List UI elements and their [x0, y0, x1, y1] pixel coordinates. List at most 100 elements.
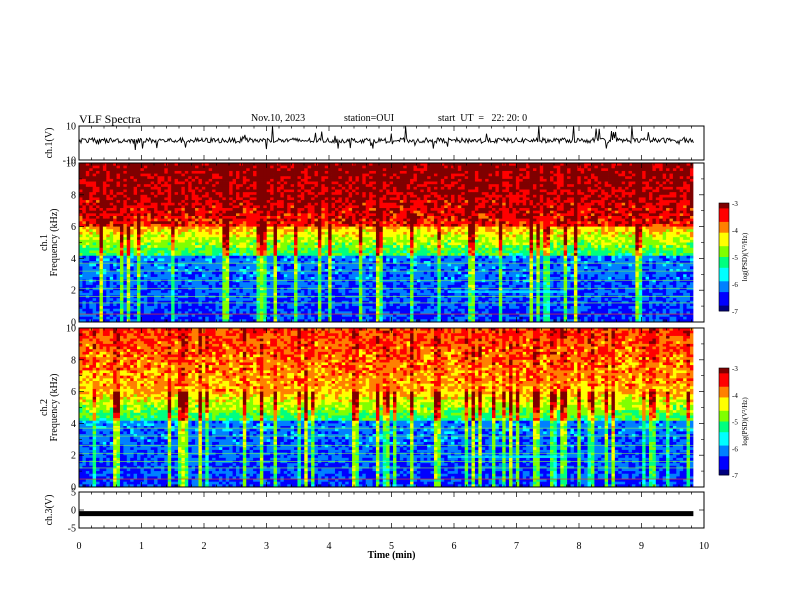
- spectrogram-cell: [597, 229, 602, 233]
- spectrogram-cell: [666, 226, 670, 230]
- spectrogram-cell: [471, 221, 476, 225]
- spectrogram-cell: [662, 168, 667, 172]
- spectrogram-cell: [109, 231, 114, 235]
- spectrogram-cell: [580, 184, 585, 188]
- spectrogram-cell: [222, 170, 227, 174]
- spectrogram-cell: [259, 189, 264, 193]
- spectrogram-cell: [89, 170, 94, 174]
- spectrogram-cell: [102, 186, 107, 190]
- spectrogram-cell: [236, 210, 240, 214]
- spectrogram-cell: [649, 178, 653, 182]
- spectrogram-cell: [464, 210, 469, 214]
- spectrogram-cell: [468, 168, 472, 172]
- spectrogram-cell: [253, 163, 257, 167]
- spectrogram-cell: [352, 229, 356, 233]
- spectrogram-cell: [79, 197, 83, 201]
- spectrogram-cell: [102, 173, 107, 177]
- spectrogram-cell: [526, 170, 530, 174]
- spectrogram-cell: [498, 200, 503, 204]
- spectrogram-cell: [338, 173, 343, 177]
- spectrogram-cell: [433, 184, 438, 188]
- spectrogram-cell: [447, 208, 452, 212]
- spectrogram-cell: [464, 221, 469, 225]
- spectrogram-cell: [652, 223, 657, 227]
- spectrogram-cell: [625, 226, 629, 230]
- spectrogram-cell: [505, 197, 510, 201]
- spectrogram-cell: [365, 213, 370, 217]
- spectrogram-cell: [635, 194, 640, 198]
- spectrogram-cell: [222, 184, 227, 188]
- spectrogram-cell: [307, 208, 312, 212]
- spectrogram-cell: [215, 176, 220, 180]
- spectrogram-cell: [140, 210, 145, 214]
- spectrogram-cell: [570, 194, 575, 198]
- spectrogram-cell: [184, 178, 189, 182]
- spectrogram-cell: [481, 226, 486, 230]
- spectrogram-cell: [505, 163, 510, 167]
- spectrogram-cell: [608, 226, 612, 230]
- spectrogram-cell: [410, 202, 414, 206]
- spectrogram-cell: [393, 178, 397, 182]
- spectrogram-cell: [573, 197, 578, 201]
- spectrogram-cell: [635, 176, 640, 180]
- spectrogram-cell: [645, 181, 650, 185]
- spectrogram-cell: [99, 221, 104, 225]
- spectrogram-cell: [147, 197, 152, 201]
- spectrogram-cell: [437, 178, 442, 182]
- spectrogram-cell: [683, 178, 687, 182]
- spectrogram-cell: [573, 178, 578, 182]
- spectrogram-cell: [280, 221, 285, 225]
- spectrogram-cell: [79, 168, 83, 172]
- spectrogram-cell: [212, 189, 216, 193]
- spectrogram-cell: [396, 168, 401, 172]
- spectrogram-cell: [628, 210, 633, 214]
- spectrogram-cell: [208, 223, 213, 227]
- spectrogram-cell: [195, 163, 199, 167]
- spectrogram-cell: [502, 170, 507, 174]
- spectrogram-cell: [689, 213, 694, 217]
- spectrogram-cell: [334, 213, 339, 217]
- spectrogram-cell: [502, 186, 507, 190]
- spectrogram-cell: [410, 226, 414, 230]
- spectrogram-cell: [92, 213, 97, 217]
- spectrogram-cell: [362, 170, 367, 174]
- spectrogram-cell: [621, 200, 626, 204]
- spectrogram-cell: [427, 202, 431, 206]
- spectrogram-cell: [618, 178, 623, 182]
- spectrogram-cell: [601, 194, 606, 198]
- spectrogram-cell: [358, 192, 363, 196]
- spectrogram-cell: [177, 189, 182, 193]
- spectrogram-cell: [420, 216, 425, 220]
- spectrogram-cell: [362, 178, 367, 182]
- spectrogram-cell: [573, 186, 578, 190]
- spectrogram-cell: [358, 170, 363, 174]
- spectrogram-cell: [406, 168, 411, 172]
- spectrogram-cell: [290, 218, 295, 222]
- spectrogram-cell: [328, 216, 332, 220]
- spectrogram-cell: [567, 216, 571, 220]
- spectrogram-cell: [236, 192, 240, 196]
- spectrogram-cell: [109, 176, 114, 180]
- spectrogram-cell: [416, 223, 421, 227]
- spectrogram-cell: [273, 210, 278, 214]
- spectrogram-cell: [348, 186, 353, 190]
- spectrogram-cell: [601, 186, 606, 190]
- spectrogram-cell: [464, 189, 469, 193]
- spectrogram-cell: [546, 165, 551, 169]
- spectrogram-cell: [113, 226, 117, 230]
- spectrogram-cell: [410, 223, 414, 227]
- spectrogram-cell: [259, 186, 264, 190]
- spectrogram-cell: [498, 208, 503, 212]
- spectrogram-cell: [99, 200, 104, 204]
- spectrogram-cell: [96, 176, 100, 180]
- spectrogram-cell: [362, 184, 367, 188]
- spectrogram-cell: [205, 178, 210, 182]
- spectrogram-cell: [365, 200, 370, 204]
- spectrogram-cell: [669, 168, 674, 172]
- spectrogram-cell: [666, 229, 670, 233]
- spectrogram-cell: [570, 178, 575, 182]
- spectrogram-cell: [358, 197, 363, 201]
- spectrogram-cell: [597, 223, 602, 227]
- spectrogram-cell: [454, 181, 459, 185]
- spectrogram-cell: [444, 170, 449, 174]
